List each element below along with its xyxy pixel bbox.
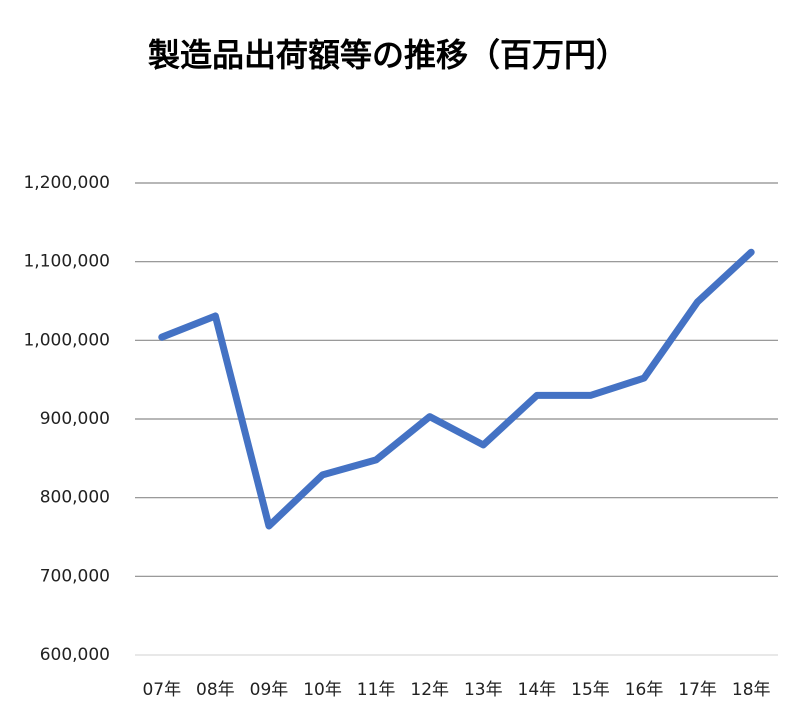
chart-title: 製造品出荷額等の推移（百万円） [148, 36, 628, 74]
x-tick-label: 14年 [518, 680, 557, 700]
y-tick-label: 700,000 [40, 566, 110, 586]
data-line [158, 248, 755, 530]
x-tick-label: 12年 [410, 680, 449, 700]
y-tick-label: 600,000 [40, 645, 110, 665]
x-tick-label: 15年 [571, 680, 610, 700]
x-tick-label: 18年 [732, 680, 771, 700]
x-tick-label: 08年 [196, 680, 235, 700]
y-tick-label: 800,000 [40, 488, 110, 508]
y-tick-label: 1,100,000 [23, 252, 110, 272]
x-tick-label: 16年 [625, 680, 664, 700]
x-tick-label: 17年 [678, 680, 717, 700]
x-tick-label: 13年 [464, 680, 503, 700]
x-tick-label: 10年 [303, 680, 342, 700]
x-tick-label: 09年 [250, 680, 289, 700]
x-tick-label: 11年 [357, 680, 396, 700]
y-tick-label: 1,200,000 [23, 173, 110, 193]
y-tick-label: 900,000 [40, 409, 110, 429]
y-tick-label: 1,000,000 [23, 330, 110, 350]
x-tick-label: 07年 [142, 680, 181, 700]
